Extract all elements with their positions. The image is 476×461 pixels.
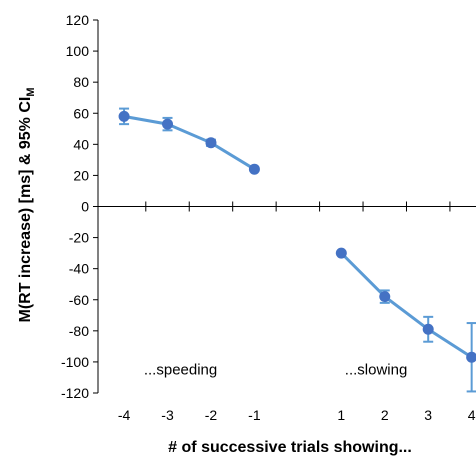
y-tick-label: 20 — [73, 167, 89, 183]
y-axis: -120 -100 -80 -60 -40 -20 0 20 40 60 80 100 120 — [61, 12, 99, 401]
x-tick-label: 2 — [381, 407, 389, 423]
plot-marks — [118, 107, 476, 393]
x-tick-label: 3 — [424, 407, 432, 423]
y-axis-title: M(RT increase) [ms] & 95% CIM — [17, 87, 37, 322]
x-tick-label: -2 — [205, 407, 218, 423]
annotation-label: ...slowing — [345, 362, 408, 379]
data-point — [379, 291, 391, 303]
y-tick-label: 0 — [81, 199, 89, 215]
y-tick-label: 40 — [73, 136, 89, 152]
y-axis-title-subscript: M — [25, 87, 37, 96]
annotations: ...speeding ...slowing — [144, 362, 407, 379]
y-tick-label: -40 — [69, 261, 89, 277]
y-tick-label: -20 — [69, 230, 89, 246]
y-tick-label: -120 — [61, 385, 89, 401]
data-point — [466, 351, 476, 363]
x-tick-label: -1 — [248, 407, 261, 423]
data-point — [422, 323, 434, 335]
y-axis-title-main: M(RT increase) [ms] & 95% CI — [17, 97, 34, 323]
y-tick-label: -80 — [69, 323, 89, 339]
y-tick-label: -60 — [69, 292, 89, 308]
series-line — [340, 252, 473, 359]
annotation-label: ...speeding — [144, 362, 217, 379]
y-tick-label: -100 — [61, 354, 89, 370]
x-tick-label: -4 — [118, 407, 131, 423]
x-axis: -4 -3 -2 -1 1 2 3 4 — [98, 201, 476, 423]
data-point — [205, 137, 217, 149]
data-point — [162, 118, 174, 130]
x-tick-label: 1 — [337, 407, 345, 423]
x-tick-label: -3 — [161, 407, 174, 423]
y-tick-label: 80 — [73, 74, 89, 90]
x-axis-title: # of successive trials showing... — [168, 439, 412, 456]
series-line — [123, 114, 256, 171]
data-point — [118, 110, 130, 122]
y-tick-label: 60 — [73, 105, 89, 121]
y-tick-label: 120 — [66, 12, 90, 28]
data-point — [248, 163, 260, 175]
x-tick-label: 4 — [468, 407, 476, 423]
data-point — [335, 247, 347, 259]
y-tick-label: 100 — [66, 43, 90, 59]
